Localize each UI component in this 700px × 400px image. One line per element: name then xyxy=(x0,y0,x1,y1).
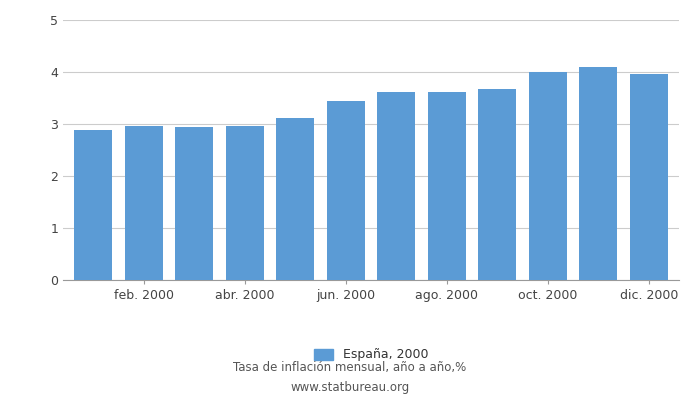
Bar xyxy=(175,127,214,280)
Bar xyxy=(74,130,112,280)
Bar xyxy=(226,126,264,280)
Bar xyxy=(630,74,668,280)
Text: www.statbureau.org: www.statbureau.org xyxy=(290,382,410,394)
Bar xyxy=(478,89,516,280)
Bar xyxy=(125,126,162,280)
Bar xyxy=(528,72,567,280)
Bar xyxy=(276,118,314,280)
Bar xyxy=(580,67,617,280)
Bar xyxy=(428,92,466,280)
Legend: España, 2000: España, 2000 xyxy=(309,344,433,366)
Bar xyxy=(327,101,365,280)
Text: Tasa de inflación mensual, año a año,%: Tasa de inflación mensual, año a año,% xyxy=(233,362,467,374)
Bar xyxy=(377,92,415,280)
